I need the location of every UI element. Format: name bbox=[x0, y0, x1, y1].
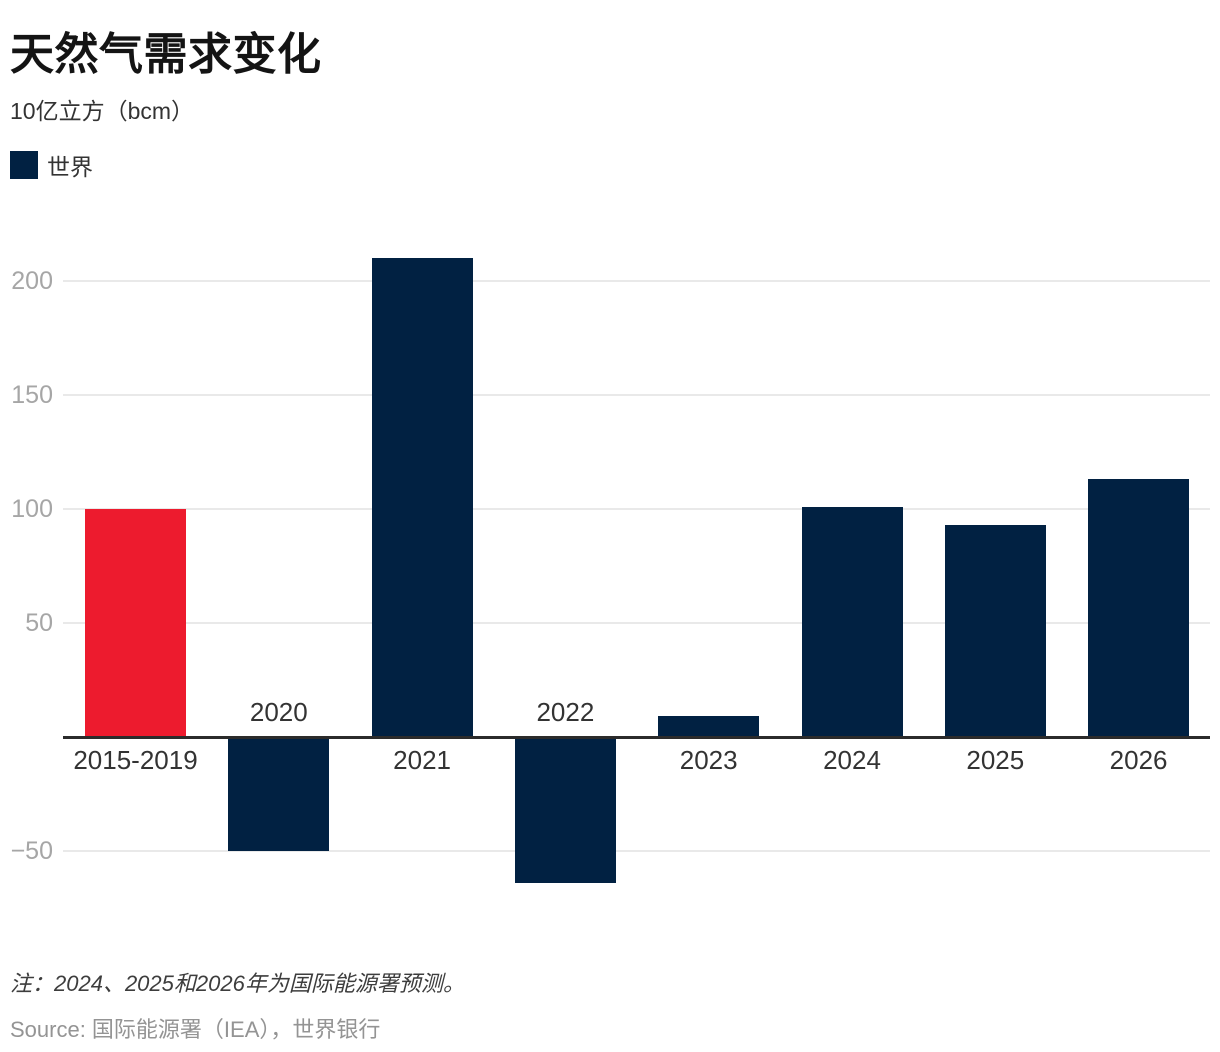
legend-label: 世界 bbox=[47, 154, 93, 180]
legend: 世界 bbox=[10, 148, 93, 182]
bar-2026 bbox=[1088, 479, 1190, 737]
y-tick-label: −50 bbox=[10, 837, 53, 865]
x-axis-label-2021: 2021 bbox=[393, 745, 452, 775]
bar-2021 bbox=[371, 258, 473, 737]
x-axis-label-2025: 2025 bbox=[966, 745, 1025, 775]
x-axis-label-2024: 2024 bbox=[823, 745, 881, 775]
gridline--50 bbox=[63, 850, 1210, 852]
chart-title: 天然气需求变化 bbox=[10, 30, 322, 79]
gridline-100 bbox=[63, 508, 1210, 510]
x-axis-label-2023: 2023 bbox=[679, 745, 738, 775]
chart-footnote: 注：2024、2025和2026年为国际能源署预测。 bbox=[10, 971, 465, 996]
x-axis-label-2022: 2022 bbox=[536, 697, 595, 727]
bar-2025 bbox=[944, 524, 1046, 737]
chart-unit-label: 10亿立方（bcm） bbox=[10, 98, 195, 124]
gridline-200 bbox=[63, 280, 1210, 282]
bar-2024 bbox=[801, 506, 903, 737]
bar-2023 bbox=[658, 716, 760, 737]
x-axis-line bbox=[63, 736, 1210, 739]
y-tick-label: 100 bbox=[11, 495, 53, 523]
bar-2022 bbox=[514, 737, 616, 883]
x-axis-label-2026: 2026 bbox=[1109, 745, 1168, 775]
y-tick-label: 50 bbox=[25, 609, 53, 637]
x-axis-label-2020: 2020 bbox=[249, 697, 308, 727]
gridline-50 bbox=[63, 622, 1210, 624]
bar-2015-2019 bbox=[85, 509, 186, 737]
y-tick-label: 200 bbox=[11, 267, 53, 295]
bar-2020 bbox=[228, 737, 330, 851]
gridline-150 bbox=[63, 394, 1210, 396]
legend-swatch-icon bbox=[10, 151, 38, 179]
y-tick-label: 150 bbox=[11, 381, 53, 409]
x-axis-label-2015-2019: 2015-2019 bbox=[73, 745, 198, 775]
chart-source: Source: 国际能源署（IEA），世界银行 bbox=[10, 1017, 381, 1042]
